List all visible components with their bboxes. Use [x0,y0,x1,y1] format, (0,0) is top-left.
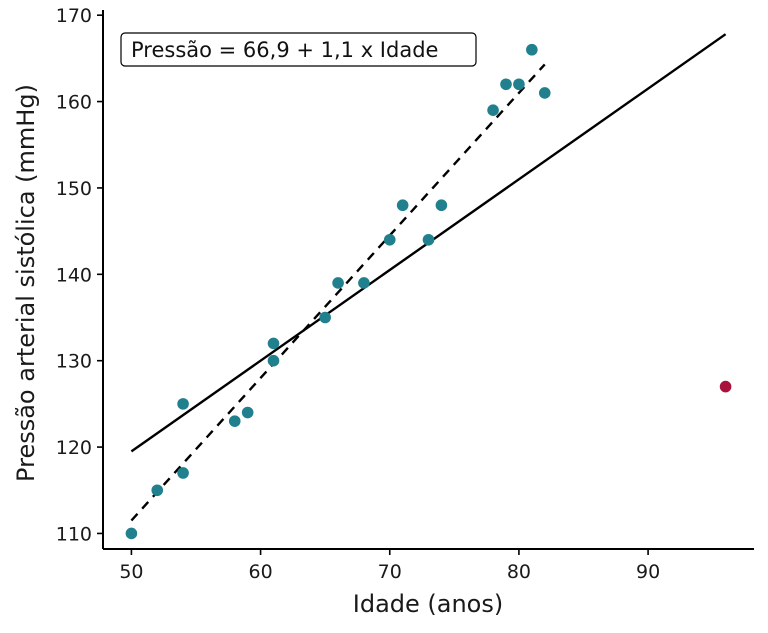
data-point [526,43,538,56]
outlier-point [719,380,732,393]
data-point [513,78,525,91]
data-point [435,199,448,212]
x-tick-label: 70 [378,561,402,583]
data-point [125,527,138,540]
y-tick-label: 130 [56,351,92,373]
equation-box [120,32,477,67]
x-tick-label: 60 [248,561,272,583]
data-point [538,87,551,99]
data-point [487,104,499,116]
equation-annotation: Pressão = 66,9 + 1,1 x Idade [120,32,477,67]
x-axis-title: Idade (anos) [353,590,503,618]
x-tick-label: 90 [636,561,660,583]
data-point [422,233,435,246]
data-point [177,467,189,479]
y-tick-label: 120 [56,437,92,459]
y-tick-label: 150 [56,178,92,200]
data-point [241,406,254,419]
regression-line-without-outlier [130,63,546,522]
y-tick-label: 170 [56,5,92,27]
data-point [267,354,280,367]
data-point [383,233,396,246]
data-point [151,484,164,497]
data-point [267,337,280,350]
data-point [177,398,189,410]
fit-lines [130,33,727,522]
x-tick-label: 50 [119,561,143,583]
data-point [358,277,370,289]
data-point [332,277,344,289]
y-tick-label: 160 [56,92,92,114]
y-axis-title: Pressão arterial sistólica (mmHg) [12,84,40,482]
data-point [228,415,241,427]
axes: 50 60 70 80 90 110 120 130 140 150 160 170 [56,5,754,583]
y-tick-label: 140 [56,264,92,286]
data-point [396,199,409,212]
data-point [319,311,331,324]
data-points [125,43,732,540]
x-tick-label: 80 [507,561,531,583]
data-point [500,78,512,91]
y-tick-label: 110 [56,523,92,545]
equation-text: Pressão = 66,9 + 1,1 x Idade [131,38,438,62]
